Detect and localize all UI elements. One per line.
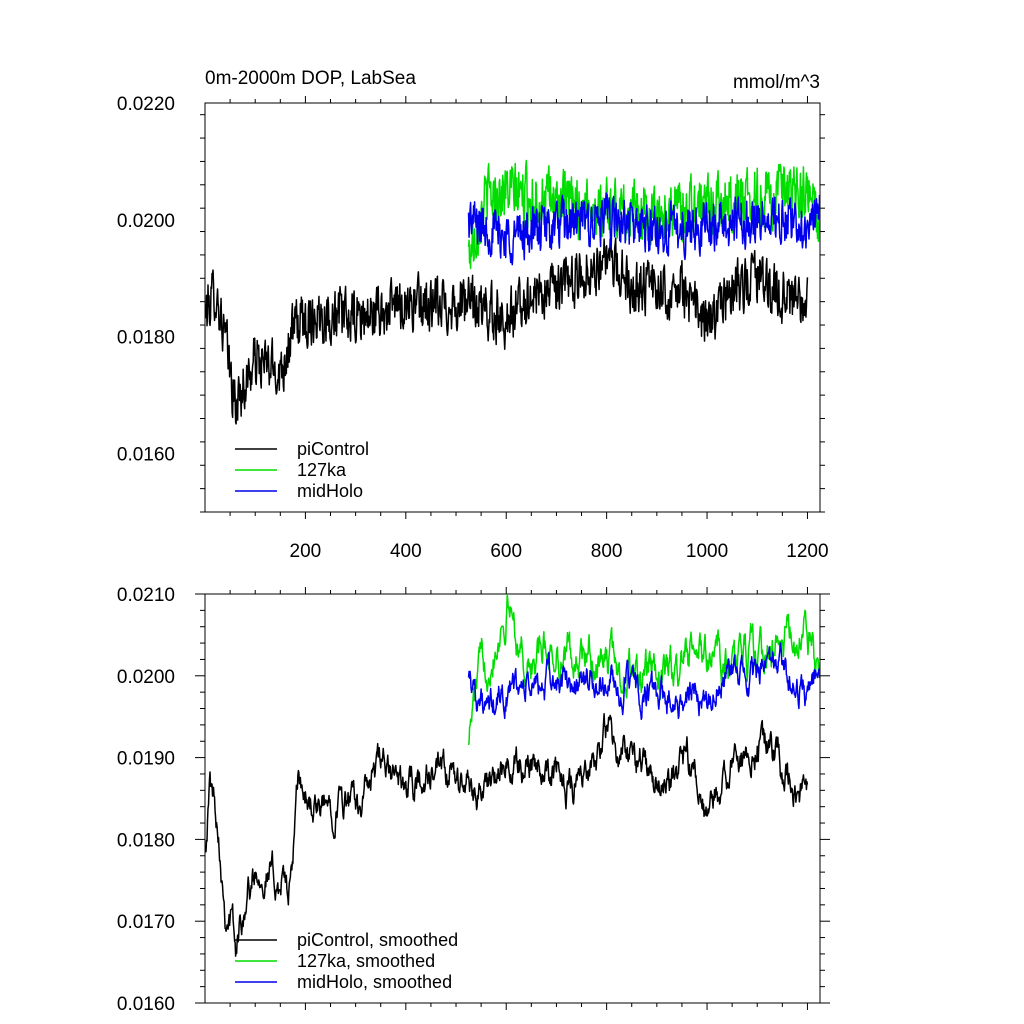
series-group [205, 594, 820, 957]
y-tick-label: 0.0200 [117, 667, 175, 688]
x-tick-label: 1000 [686, 541, 728, 562]
series-line-picontrol [205, 713, 809, 957]
series-line-midholo [467, 642, 820, 721]
x-tick-label: 600 [490, 541, 522, 562]
legend-label: midHolo [297, 481, 363, 501]
series-line-midholo [467, 192, 820, 266]
series-line-127ka [467, 159, 820, 270]
legend-label: piControl [297, 439, 369, 459]
chart-title: 0m-2000m DOP, LabSea [205, 68, 416, 89]
panel-top: 200 400 600 800 1000 1200 0.0160 0.0180 0.0200 0.… [117, 68, 829, 562]
y-tick-label: 0.0180 [117, 328, 175, 349]
x-tick-label: 200 [290, 541, 322, 562]
legend-label: 127ka, smoothed [297, 951, 435, 971]
y-tick-label: 0.0180 [117, 830, 175, 851]
y-tick-label: 0.0210 [117, 585, 175, 606]
panel-bottom: 0.0160 0.0170 0.0180 0.0190 0.0200 0.0210 piCo… [117, 585, 830, 1015]
chart-units: mmol/m^3 [733, 72, 820, 93]
legend-label: piControl, smoothed [297, 930, 458, 950]
x-tick-label: 400 [390, 541, 422, 562]
legend-label: midHolo, smoothed [297, 972, 452, 992]
y-tick-label: 0.0160 [117, 445, 175, 466]
x-tick-label: 1200 [786, 541, 828, 562]
plot-frame [204, 593, 821, 1004]
x-tick-label: 800 [591, 541, 623, 562]
y-tick-label: 0.0200 [117, 211, 175, 232]
y-tick-label: 0.0190 [117, 749, 175, 770]
series-line-127ka [467, 594, 820, 746]
series-line-picontrol [205, 237, 809, 425]
y-tick-label: 0.0220 [117, 94, 175, 115]
y-tick-label: 0.0160 [117, 994, 175, 1015]
legend-label: 127ka [297, 460, 347, 480]
series-group [205, 159, 820, 425]
y-tick-label: 0.0170 [117, 912, 175, 933]
